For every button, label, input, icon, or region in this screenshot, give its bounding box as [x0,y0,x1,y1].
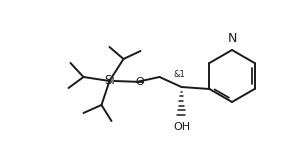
Text: N: N [227,32,237,45]
Text: &1: &1 [174,70,185,79]
Text: OH: OH [173,122,190,132]
Text: Si: Si [104,74,115,87]
Text: O: O [135,77,144,87]
